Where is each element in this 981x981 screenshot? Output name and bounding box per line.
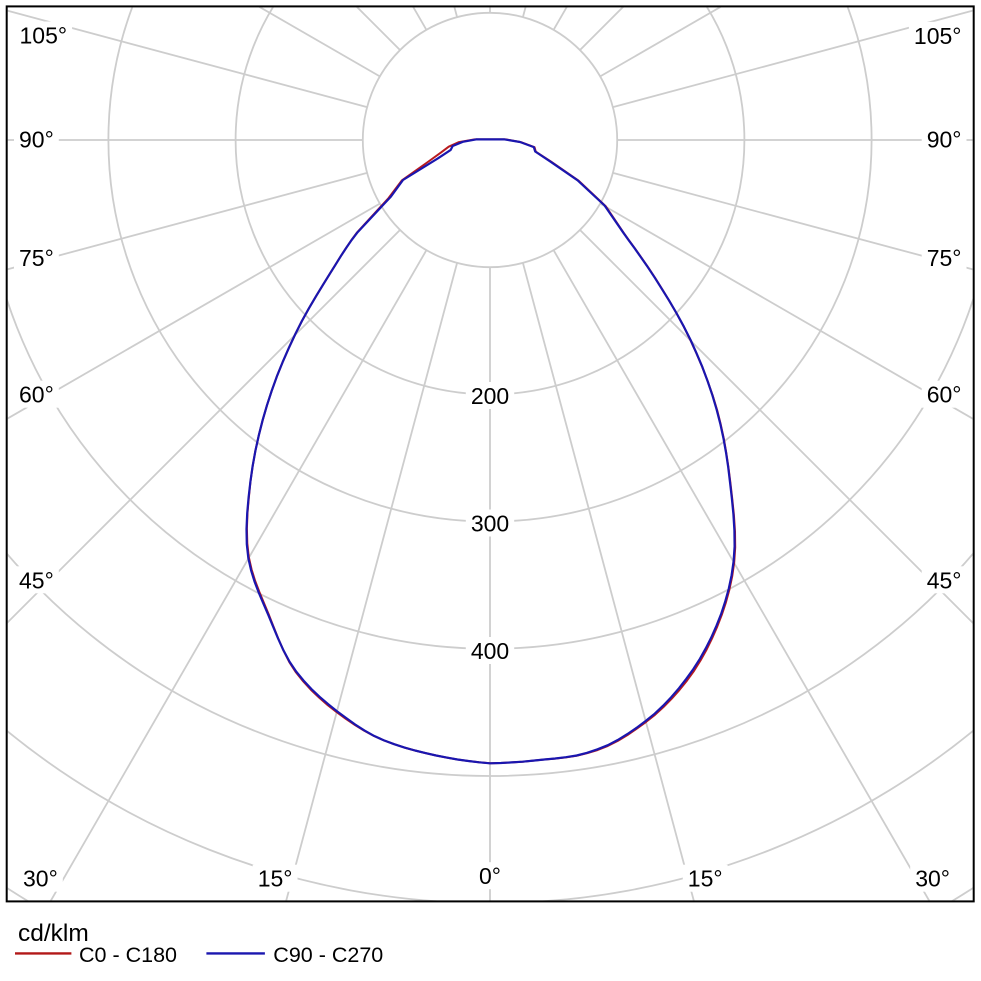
- svg-text:30°: 30°: [23, 866, 58, 892]
- svg-text:45°: 45°: [927, 567, 962, 593]
- svg-text:45°: 45°: [19, 567, 54, 593]
- svg-text:300: 300: [471, 511, 509, 537]
- svg-text:C90 - C270: C90 - C270: [273, 943, 383, 967]
- svg-text:75°: 75°: [927, 245, 962, 271]
- svg-text:30°: 30°: [915, 866, 950, 892]
- svg-text:400: 400: [471, 638, 509, 664]
- svg-text:200: 200: [471, 383, 509, 409]
- svg-text:C0 - C180: C0 - C180: [79, 943, 177, 967]
- svg-text:90°: 90°: [927, 127, 962, 153]
- svg-text:15°: 15°: [688, 866, 723, 892]
- svg-text:90°: 90°: [19, 127, 54, 153]
- svg-text:60°: 60°: [19, 382, 54, 408]
- svg-text:105°: 105°: [914, 23, 962, 49]
- svg-text:cd/klm: cd/klm: [18, 920, 89, 947]
- svg-text:75°: 75°: [19, 245, 54, 271]
- svg-text:60°: 60°: [927, 382, 962, 408]
- svg-text:0°: 0°: [479, 863, 501, 889]
- svg-text:105°: 105°: [20, 23, 68, 49]
- svg-text:15°: 15°: [258, 866, 293, 892]
